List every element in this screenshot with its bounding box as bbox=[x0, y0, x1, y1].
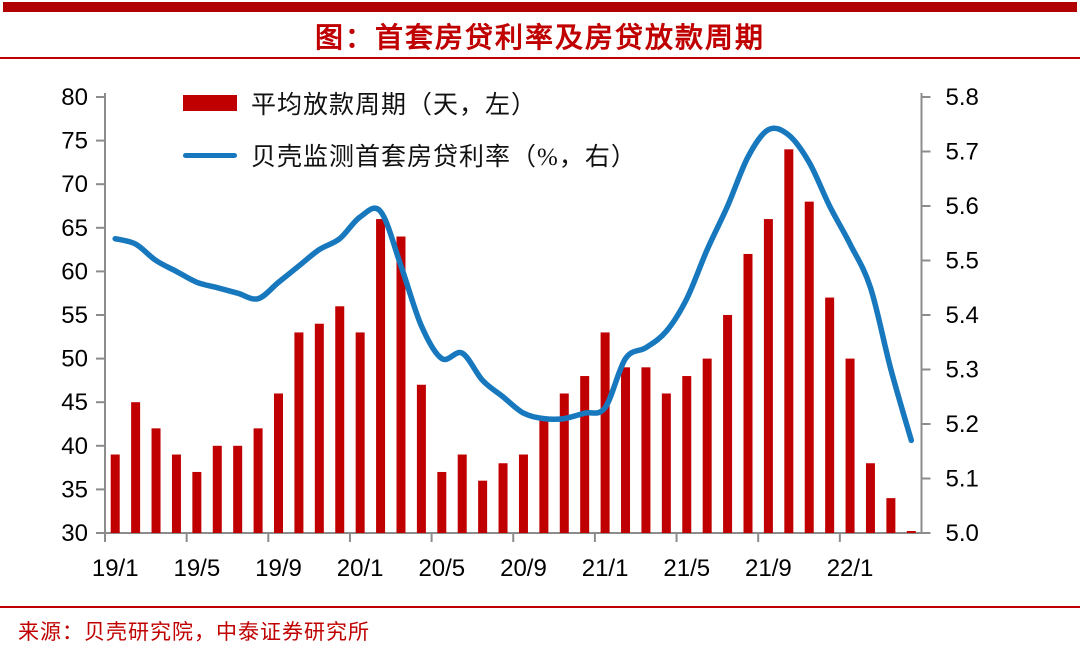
y-left-tick-label: 50 bbox=[61, 346, 88, 373]
y-left-tick-label: 40 bbox=[61, 433, 88, 460]
y-left-tick-label: 60 bbox=[61, 258, 88, 285]
bar bbox=[212, 445, 222, 533]
bar bbox=[641, 367, 651, 533]
bar bbox=[559, 393, 569, 533]
bar bbox=[784, 149, 794, 533]
y-right-tick-label: 5.7 bbox=[946, 139, 979, 166]
x-tick-label: 20/9 bbox=[500, 555, 547, 582]
y-left-tick-label: 75 bbox=[61, 128, 88, 155]
bar bbox=[376, 219, 386, 533]
figure-title: 图：首套房贷利率及房贷放款周期 bbox=[314, 23, 765, 54]
bar bbox=[539, 419, 549, 533]
y-right-tick-label: 5.3 bbox=[946, 357, 979, 384]
bar bbox=[294, 332, 304, 533]
y-left-tick-label: 70 bbox=[61, 171, 88, 198]
y-right-tick-label: 5.1 bbox=[946, 466, 979, 493]
x-tick-label: 22/1 bbox=[827, 555, 874, 582]
rate-line bbox=[112, 125, 915, 444]
x-tick-label: 20/5 bbox=[418, 555, 465, 582]
bar bbox=[763, 219, 773, 533]
bar bbox=[518, 454, 528, 533]
y-left-tick-label: 45 bbox=[61, 389, 88, 416]
bar bbox=[253, 428, 263, 533]
chart-legend: 平均放款周期（天，左） 贝壳监测首套房贷利率（%，右） bbox=[183, 88, 637, 192]
bar bbox=[478, 480, 488, 533]
y-left-tick-label: 30 bbox=[61, 520, 88, 547]
title-divider bbox=[0, 57, 1080, 59]
bar bbox=[131, 402, 141, 533]
bar bbox=[457, 454, 467, 533]
bar bbox=[580, 376, 590, 533]
bar bbox=[804, 201, 814, 533]
bar bbox=[416, 384, 426, 533]
bar bbox=[845, 358, 855, 533]
bar-series-label: 平均放款周期（天，左） bbox=[251, 92, 538, 119]
y-left-tick-label: 65 bbox=[61, 215, 88, 242]
top-accent-bar bbox=[3, 2, 1077, 12]
line-series-label: 贝壳监测首套房贷利率（%，右） bbox=[251, 144, 637, 171]
bar bbox=[396, 236, 406, 533]
line-series-swatch-icon bbox=[183, 152, 237, 158]
y-left-tick-label: 80 bbox=[61, 84, 88, 111]
x-tick-label: 19/5 bbox=[173, 555, 220, 582]
x-tick-label: 21/9 bbox=[745, 555, 792, 582]
bar bbox=[151, 428, 161, 533]
bar bbox=[335, 306, 345, 533]
y-right-tick-label: 5.5 bbox=[946, 248, 979, 275]
x-tick-label: 21/5 bbox=[663, 555, 710, 582]
x-tick-label: 19/9 bbox=[255, 555, 302, 582]
y-right-tick-label: 5.8 bbox=[946, 84, 979, 111]
bar bbox=[192, 471, 202, 533]
bar-series-swatch-icon bbox=[183, 95, 237, 111]
bar bbox=[886, 498, 896, 533]
bar bbox=[723, 315, 733, 533]
y-right-tick-label: 5.4 bbox=[946, 302, 979, 329]
y-right-tick-label: 5.2 bbox=[946, 411, 979, 438]
bar bbox=[906, 531, 916, 533]
bar bbox=[233, 445, 243, 533]
bar bbox=[600, 332, 610, 533]
x-tick-label: 20/1 bbox=[337, 555, 384, 582]
x-tick-label: 21/1 bbox=[582, 555, 629, 582]
bar bbox=[437, 471, 447, 533]
y-left-tick-label: 35 bbox=[61, 476, 88, 503]
bar bbox=[355, 332, 365, 533]
bar bbox=[171, 454, 181, 533]
bar bbox=[621, 367, 631, 533]
bar bbox=[682, 376, 692, 533]
legend-item-line-series: 贝壳监测首套房贷利率（%，右） bbox=[183, 140, 637, 171]
bar bbox=[314, 323, 324, 533]
bar bbox=[274, 393, 284, 533]
bar bbox=[702, 358, 712, 533]
bar bbox=[661, 393, 671, 533]
source-note: 来源：贝壳研究院，中泰证券研究所 bbox=[18, 620, 370, 644]
x-tick-label: 19/1 bbox=[92, 555, 139, 582]
bar bbox=[865, 463, 875, 533]
bar bbox=[743, 253, 753, 533]
bar bbox=[498, 463, 508, 533]
bar bbox=[825, 297, 835, 533]
footer-divider bbox=[0, 606, 1080, 608]
y-right-tick-label: 5.6 bbox=[946, 193, 979, 220]
y-right-tick-label: 5.0 bbox=[946, 520, 979, 547]
legend-item-bar-series: 平均放款周期（天，左） bbox=[183, 88, 637, 119]
y-left-tick-label: 55 bbox=[61, 302, 88, 329]
bar bbox=[110, 454, 120, 533]
